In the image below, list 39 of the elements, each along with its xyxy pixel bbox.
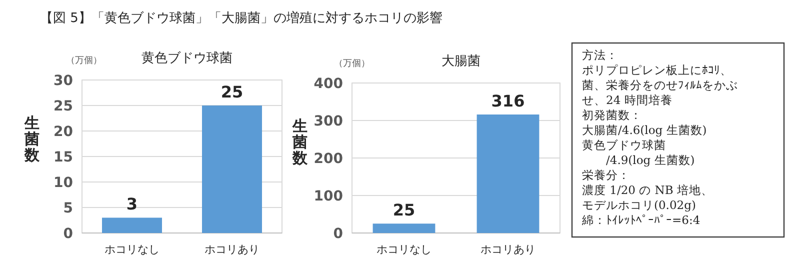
text: （万個） [334, 58, 370, 69]
text: 綿：ﾄｲﾚｯﾄﾍﾟｰﾊﾟｰ=6:4 [581, 213, 700, 227]
data-label: 3 [126, 194, 138, 214]
text: 濃度 1/20 の NB 培地、 [582, 183, 713, 197]
x-tick-label: ホコリなし [376, 243, 432, 256]
text: （万個） [66, 55, 102, 66]
text: 大腸菌/4.6(log 生菌数) [582, 123, 707, 137]
y-tick-label: 30 [54, 73, 74, 89]
y-tick-label: 10 [54, 175, 74, 191]
x-tick-label: ホコリあり [480, 243, 536, 256]
y-tick-label: 15 [54, 150, 73, 166]
data-label: 25 [220, 82, 244, 102]
y-tick-label: 0 [63, 226, 74, 242]
text: 初発菌数： [582, 108, 642, 122]
y-axis-title: 生菌数 [292, 117, 308, 167]
text: 菌、栄養分をのせﾌｨﾙﾑをかぶ [582, 78, 738, 92]
y-tick-label: 5 [63, 200, 73, 216]
text: モデルホコリ(0.02g) [582, 198, 696, 212]
y-tick-label: 25 [54, 98, 73, 114]
text: 【図 5】「黄色ブドウ球菌」「大腸菌」の増殖に対するホコリの影響 [40, 10, 442, 26]
text: せ、24 時間培養 [582, 93, 672, 107]
y-tick-label: 300 [314, 114, 344, 130]
text: ポリプロピレン板上にﾎｺﾘ、 [582, 63, 732, 77]
y-axis-title: 生菌数 [24, 114, 40, 164]
y-tick-label: 400 [314, 76, 344, 92]
x-tick-label: ホコリなし [104, 243, 160, 256]
y-tick-label: 20 [54, 124, 74, 140]
x-tick-label: ホコリあり [204, 243, 260, 256]
chart-title: 黄色ブドウ球菌 [142, 51, 232, 66]
text: 栄養分： [582, 168, 630, 182]
y-tick-label: 200 [314, 151, 344, 167]
text: 方法： [582, 48, 618, 62]
text: /4.9(log 生菌数) [582, 153, 695, 167]
chart-title: 大腸菌 [442, 54, 480, 69]
data-label: 316 [491, 92, 525, 110]
text: 黄色ブドウ球菌 [582, 138, 666, 152]
data-label: 25 [392, 200, 416, 220]
y-tick-label: 0 [333, 226, 344, 242]
y-tick-label: 100 [314, 188, 344, 204]
